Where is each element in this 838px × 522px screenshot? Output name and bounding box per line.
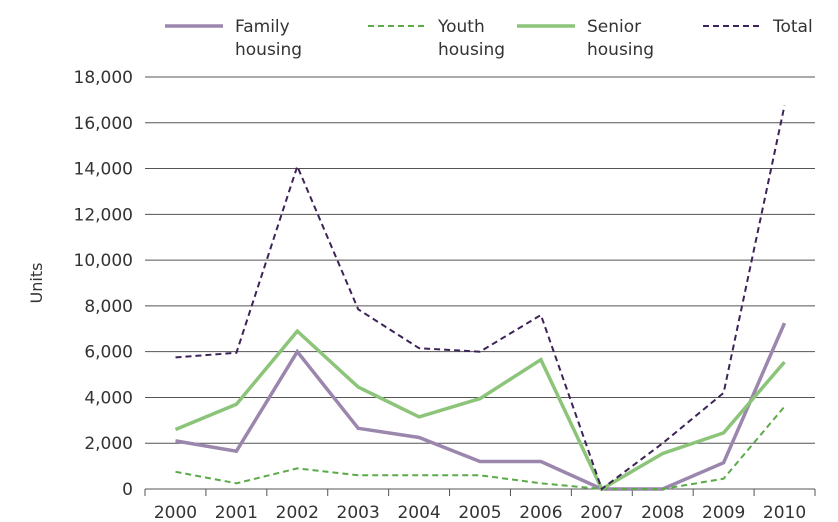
legend-label: housing bbox=[438, 40, 505, 60]
legend-label: housing bbox=[587, 40, 654, 60]
series-line-senior-housing bbox=[174, 328, 786, 492]
y-tick-label: 6,000 bbox=[84, 343, 133, 363]
x-axis-tick-labels: 2000 2001 2002 2003 2004 2005 2006 2007 2008 2009… bbox=[154, 503, 806, 522]
y-tick-label: 8,000 bbox=[84, 297, 133, 317]
x-tick-label: 2001 bbox=[215, 503, 258, 522]
x-tick-label: 2006 bbox=[519, 503, 562, 522]
x-tick-label: 2009 bbox=[702, 503, 745, 522]
legend-label: Senior bbox=[587, 17, 641, 37]
x-tick-label: 2004 bbox=[397, 503, 440, 522]
x-tick-label: 2007 bbox=[580, 503, 623, 522]
legend-label: Total bbox=[772, 17, 813, 37]
x-tick-label: 2003 bbox=[337, 503, 380, 522]
series-line-youth-housing bbox=[175, 405, 786, 490]
x-tick-label: 2000 bbox=[154, 503, 197, 522]
series-line-family-housing bbox=[175, 322, 787, 491]
y-tick-label: 14,000 bbox=[74, 160, 133, 180]
x-tick-label: 2005 bbox=[458, 503, 501, 522]
y-tick-label: 2,000 bbox=[84, 434, 133, 454]
x-axis bbox=[144, 488, 816, 496]
legend-label: housing bbox=[235, 40, 302, 60]
y-tick-label: 12,000 bbox=[74, 205, 133, 225]
x-tick-label: 2008 bbox=[641, 503, 684, 522]
y-tick-label: 10,000 bbox=[74, 251, 133, 271]
y-axis-title: Units bbox=[27, 263, 46, 304]
y-tick-label: 18,000 bbox=[74, 68, 133, 88]
x-tick-label: 2010 bbox=[763, 503, 806, 522]
x-tick-label: 2002 bbox=[276, 503, 319, 522]
legend: Family housing Youth housing Senior housing To… bbox=[165, 17, 813, 60]
y-axis-tick-labels: 0 2,000 4,000 6,000 8,000 10,000 12,000 14,000 1… bbox=[74, 68, 133, 500]
legend-label: Youth bbox=[437, 17, 485, 37]
series-lines bbox=[174, 105, 787, 492]
y-tick-label: 0 bbox=[122, 480, 133, 500]
y-tick-label: 16,000 bbox=[74, 114, 133, 134]
legend-label: Family bbox=[235, 17, 290, 37]
y-tick-label: 4,000 bbox=[84, 388, 133, 408]
gridlines bbox=[145, 76, 815, 444]
series-line-total bbox=[175, 105, 786, 491]
